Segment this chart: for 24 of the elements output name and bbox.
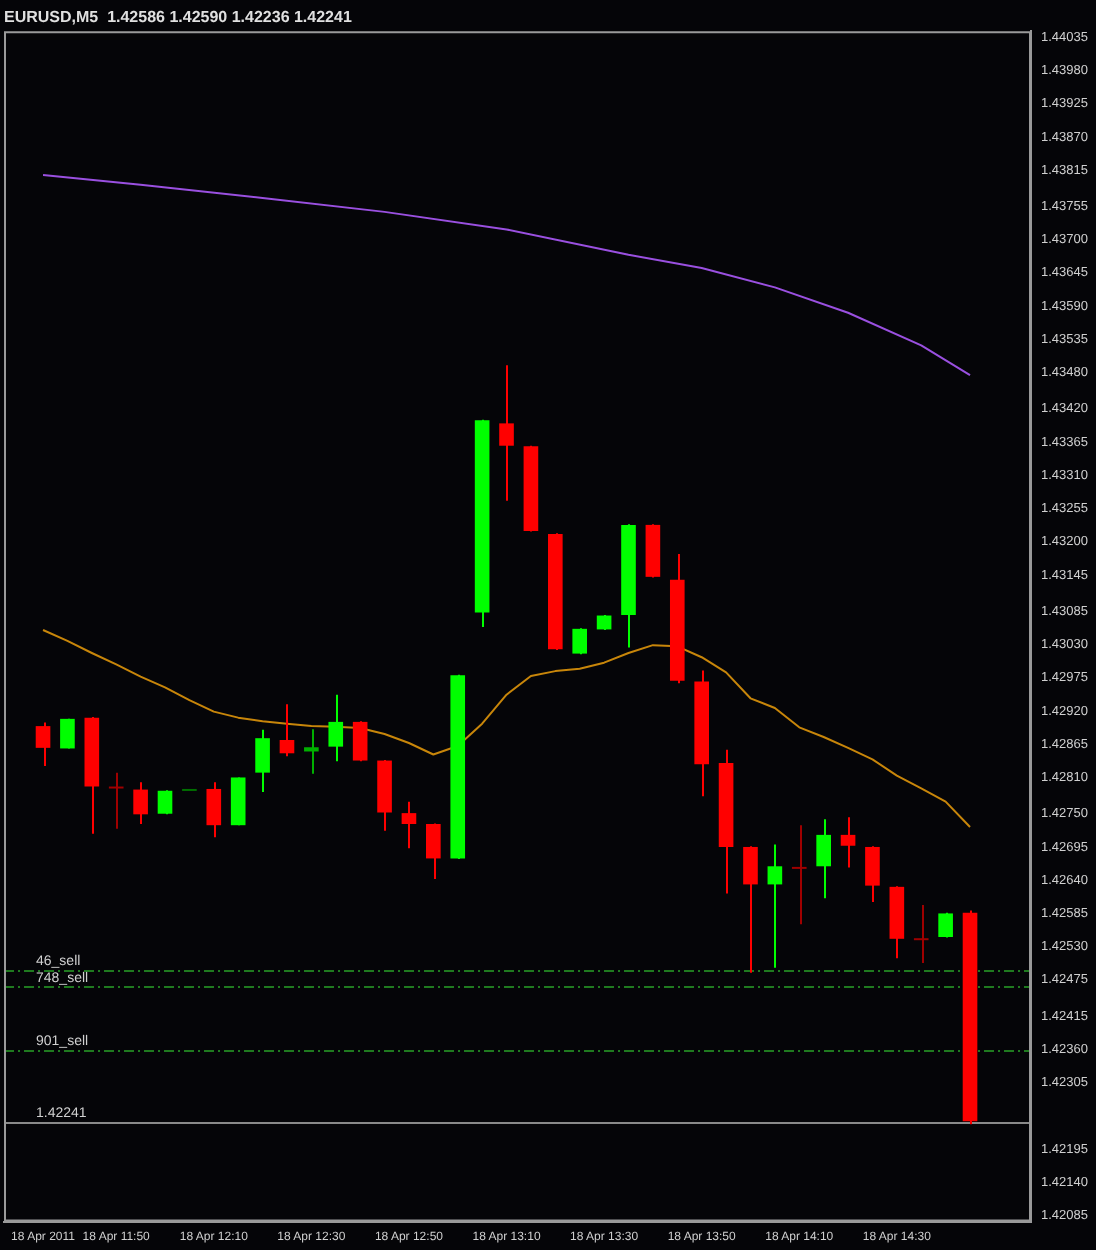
candlestick [279,703,295,758]
candlestick [328,693,344,763]
candlestick [816,818,831,900]
candlestick [35,721,51,767]
candlestick [840,816,856,869]
candlestick [108,771,124,830]
candlestick [938,911,953,939]
candlestick [157,789,173,816]
candlestick [426,822,441,880]
candlestick [255,728,270,793]
candlestick [206,781,222,839]
candlestick [401,800,417,850]
candlestick [133,781,148,825]
candlestick [913,903,929,964]
candlestick [230,776,246,827]
candlestick [352,720,368,763]
candlestick [865,845,880,903]
chart-title: EURUSD,M5 1.42586 1.42590 1.42236 1.42241 [4,8,353,27]
candlestick [304,728,319,775]
candlestick [791,824,807,926]
candlestick [743,845,758,974]
candlestick [499,364,514,502]
candlestick [767,843,783,969]
candlestick [572,627,588,656]
